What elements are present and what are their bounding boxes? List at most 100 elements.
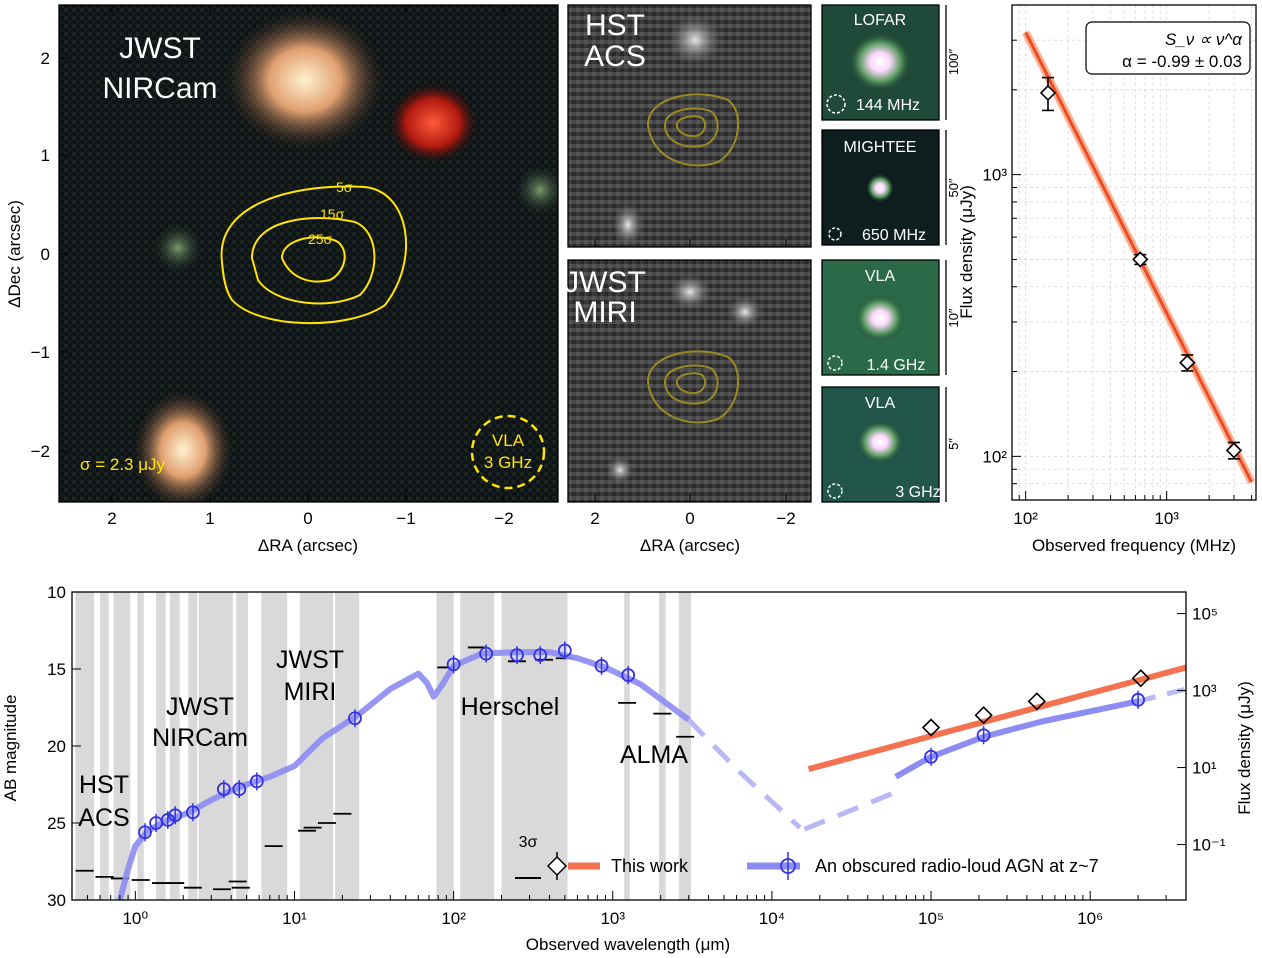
sed-point <box>232 782 247 797</box>
band-label-nircam-2: NIRCam <box>152 724 248 752</box>
spectrum-points <box>1039 76 1243 460</box>
filter-band <box>460 592 495 900</box>
y-tick-label: 10² <box>982 447 1007 466</box>
sed-y2label: Flux density (μJy) <box>1235 681 1254 815</box>
y2-tick-label: 10⁻¹ <box>1192 836 1226 855</box>
x-tick-label: 1 <box>205 509 214 528</box>
x-tick-label: 10² <box>1013 509 1038 528</box>
sed-point <box>557 643 572 658</box>
sed-point <box>479 646 493 661</box>
this-work-point <box>921 718 941 737</box>
sed-ticks: 10⁰ 10¹ 10² 10³ 10⁴ 10⁵ 10⁶ 10 15 20 25 30 10⁵ 10³ 10¹… <box>47 583 1226 928</box>
y-tick-label: −1 <box>31 343 50 362</box>
x-tick-label: 10⁵ <box>918 909 944 928</box>
band-label-hst-2: ACS <box>78 804 129 832</box>
spectrum-xlabel: Observed frequency (MHz) <box>1032 536 1236 555</box>
panel-a-xlabel: ΔRA (arcsec) <box>258 536 358 555</box>
legend-3sigma: 3σ <box>519 834 538 851</box>
sed-point <box>1131 692 1145 707</box>
nircam-image-panel: 5σ 15σ 25σ JWST NIRCam σ = 2.3 μJy VLA 3… <box>5 4 559 555</box>
band-label-miri-2: MIRI <box>284 678 337 706</box>
filter-band <box>624 592 630 900</box>
x-tick-label: 10¹ <box>282 909 307 928</box>
sed-ylabel: AB magnitude <box>1 695 20 802</box>
sed-extrapolation <box>803 789 897 832</box>
sed-point <box>160 813 175 827</box>
filter-band <box>198 592 233 900</box>
sed-extrapolation <box>686 718 802 830</box>
band-label-alma: ALMA <box>620 741 688 769</box>
sed-point <box>348 711 362 726</box>
panel-a-ylabel: ΔDec (arcsec) <box>5 200 24 308</box>
filter-band <box>236 592 248 900</box>
band-label-hst-1: HST <box>79 771 129 799</box>
this-work-line <box>807 664 1186 772</box>
x-tick-label: 10⁶ <box>1077 909 1103 928</box>
y-tick-label: 20 <box>47 737 66 756</box>
sed-point <box>924 749 938 764</box>
sigma-note: σ = 2.3 μJy <box>80 455 166 474</box>
cutout-scale: 50″ <box>946 178 961 197</box>
filter-band <box>436 592 454 900</box>
contour-label-15sigma: 15σ <box>320 206 345 222</box>
y-tick-label: 0 <box>41 245 50 264</box>
hst-miri-panel: HST ACS JWST MIRI 2 0 −2 ΔRA (arcsec) <box>564 4 812 555</box>
cutout-survey: MIGHTEE <box>844 139 917 156</box>
x-tick-label: 10⁰ <box>122 909 148 928</box>
x-tick-label: −2 <box>494 509 513 528</box>
y2-tick-label: 10³ <box>1192 682 1217 701</box>
cutout-freq: 3 GHz <box>895 484 940 501</box>
cutout-survey: VLA <box>865 395 896 412</box>
sed-point <box>138 825 152 840</box>
x-tick-label: 10³ <box>1154 509 1179 528</box>
sed-xlabel: Observed wavelength (μm) <box>526 935 730 954</box>
hst-title-line2: ACS <box>584 40 646 73</box>
band-label-nircam-1: JWST <box>166 693 234 721</box>
cutout-freq: 1.4 GHz <box>867 357 926 374</box>
y-tick-label: 10 <box>47 583 66 602</box>
radio-contours <box>220 185 407 325</box>
cutout-freq: 144 MHz <box>856 97 920 114</box>
vla-beam-circle <box>470 414 546 490</box>
filter-band <box>501 592 530 900</box>
sed-point <box>510 648 524 663</box>
cutout-vla-3: VLA 3 GHz 5″ <box>821 386 961 503</box>
cutout-scale: 10″ <box>946 308 961 327</box>
miri-contours <box>646 350 740 424</box>
panel-b-xlabel: ΔRA (arcsec) <box>640 536 740 555</box>
filter-band <box>529 592 568 900</box>
y-tick-label: 10³ <box>982 166 1007 185</box>
contour-label-5sigma: 5σ <box>336 179 353 195</box>
sed-point <box>249 774 264 789</box>
filter-band <box>678 592 691 900</box>
cutout-lofar: LOFAR 144 MHz 100″ <box>821 4 961 121</box>
x-tick-label: −1 <box>396 509 415 528</box>
contour-label-25sigma: 25σ <box>308 231 333 247</box>
y-tick-label: −2 <box>31 442 50 461</box>
y-tick-label: 30 <box>47 891 66 910</box>
y2-tick-label: 10¹ <box>1192 759 1217 778</box>
sed-point <box>621 668 636 683</box>
hst-title-line1: HST <box>585 9 645 42</box>
miri-title-line1: JWST <box>564 266 646 299</box>
cutout-freq: 650 MHz <box>862 227 926 244</box>
spectrum-frame <box>1011 4 1257 501</box>
legend-alpha: α = -0.99 ± 0.03 <box>1122 52 1242 71</box>
spectrum-ticks: 10² 10³ 10² 10³ <box>982 4 1253 528</box>
x-tick-label: 2 <box>590 509 599 528</box>
cutout-scale: 5″ <box>946 438 961 450</box>
sed-point <box>168 808 183 823</box>
sed-chart: 10⁰ 10¹ 10² 10³ 10⁴ 10⁵ 10⁶ 10 15 20 25 30 10⁵ 10³ 10¹… <box>1 583 1254 954</box>
spectrum-legend-box: S_ν ∝ ν^α α = -0.99 ± 0.03 <box>1085 21 1251 75</box>
sed-model-curve <box>116 649 691 900</box>
y-tick-label: 1 <box>41 146 50 165</box>
cutout-mightee: MIGHTEE 650 MHz 50″ <box>821 129 961 246</box>
sed-legend: 3σ This work An obscured radio-loud AGN … <box>515 834 1099 880</box>
this-work-point <box>1131 669 1150 688</box>
sed-point <box>976 728 991 743</box>
x-tick-label: 0 <box>685 509 694 528</box>
x-tick-label: 10³ <box>600 909 625 928</box>
x-tick-label: 10² <box>441 909 466 928</box>
